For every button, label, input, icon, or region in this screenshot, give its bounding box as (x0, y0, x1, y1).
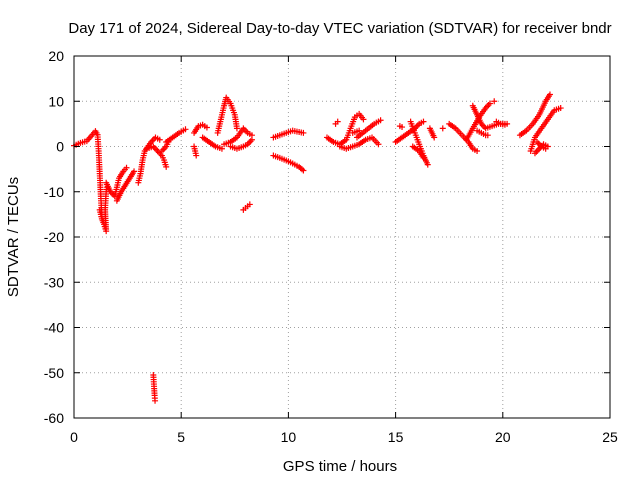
data-point (356, 127, 363, 134)
data-point (377, 117, 384, 124)
data-point (152, 397, 159, 404)
data-point (123, 164, 130, 171)
data-point (486, 100, 493, 107)
data-point (248, 136, 255, 143)
y-tick-label: -40 (44, 320, 64, 336)
y-tick-label: 10 (48, 93, 64, 109)
x-tick-label: 25 (602, 429, 618, 445)
data-point (300, 167, 307, 174)
x-tick-label: 0 (70, 429, 78, 445)
y-tick-label: -60 (44, 410, 64, 426)
data-point (193, 152, 200, 159)
y-tick-label: -20 (44, 229, 64, 245)
data-point (334, 118, 341, 125)
y-axis-title: SDTVAR / TECUs (5, 177, 22, 297)
data-point (203, 124, 210, 131)
grid-lines (74, 56, 610, 418)
data-point (218, 145, 225, 152)
chart-title: Day 171 of 2024, Sidereal Day-to-day VTE… (68, 20, 611, 37)
x-tick-label: 5 (177, 429, 185, 445)
data-point (163, 163, 170, 170)
y-tick-label: 20 (48, 48, 64, 64)
y-tick-label: 0 (56, 139, 64, 155)
data-point (431, 134, 438, 141)
y-tick-label: -10 (44, 184, 64, 200)
data-point (546, 91, 553, 98)
axis-tick-labels: 0 5 10 15 20 25 -60 -50 -40 -30 -20 -10 0 10 20 (44, 48, 618, 445)
data-point (424, 161, 431, 168)
y-tick-label: -50 (44, 365, 64, 381)
data-point (474, 148, 481, 155)
data-point (131, 168, 138, 175)
data-point (420, 118, 427, 125)
data-points (71, 91, 564, 404)
data-point (233, 125, 240, 132)
data-point (182, 126, 189, 133)
data-point (399, 124, 406, 131)
data-point (439, 125, 446, 132)
data-point (542, 145, 549, 152)
x-axis-title: GPS time / hours (283, 458, 397, 475)
data-point (491, 98, 498, 105)
data-point (156, 136, 163, 143)
data-point (246, 201, 253, 208)
data-point (420, 154, 427, 161)
data-point (501, 121, 508, 128)
data-point (165, 138, 172, 145)
data-point (484, 132, 491, 139)
axis-ticks (73, 55, 611, 419)
data-point (300, 129, 307, 136)
y-tick-label: -30 (44, 274, 64, 290)
data-point (557, 105, 564, 112)
x-tick-label: 10 (281, 429, 297, 445)
data-point (375, 141, 382, 148)
x-tick-label: 20 (495, 429, 511, 445)
x-tick-label: 15 (388, 429, 404, 445)
data-point (360, 116, 367, 123)
